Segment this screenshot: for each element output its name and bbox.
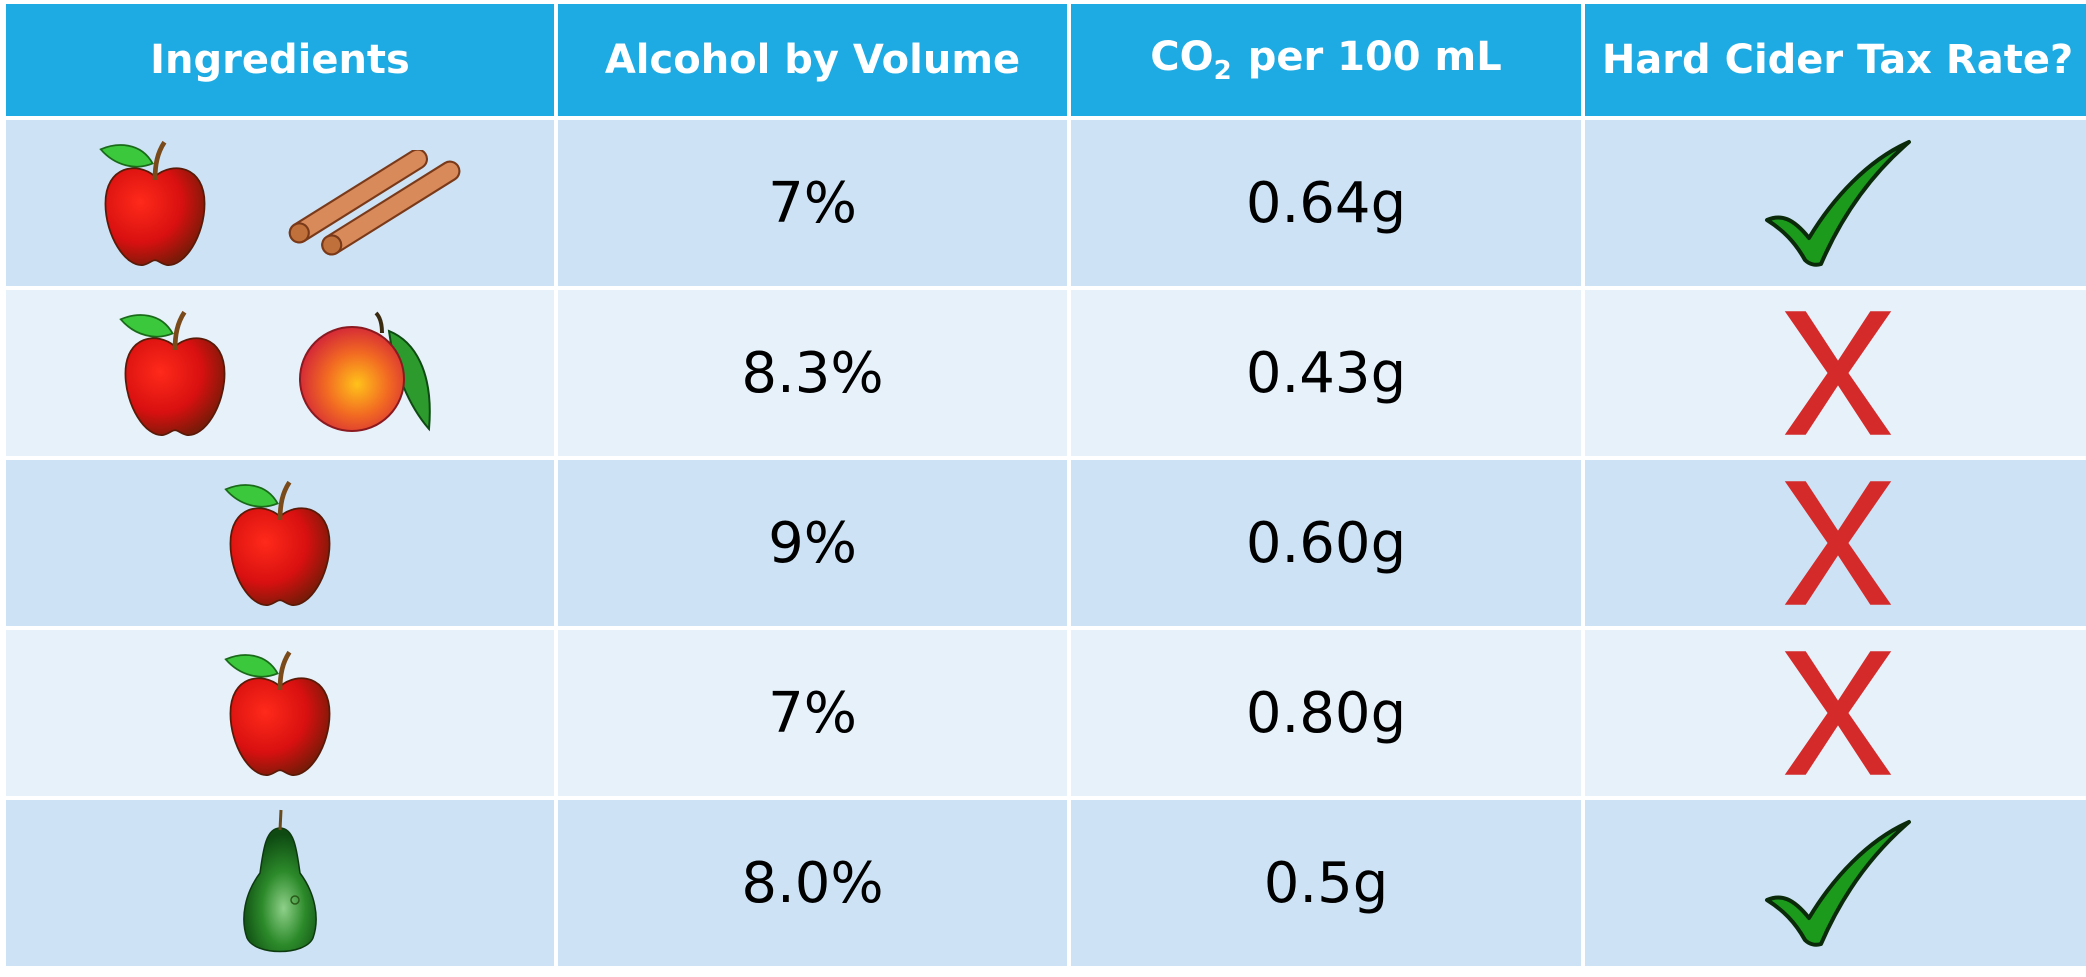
header-row: Ingredients Alcohol by Volume CO2 per 100… xyxy=(6,4,2086,116)
check-icon xyxy=(1763,818,1913,948)
header-cell: Alcohol by Volume xyxy=(558,4,1067,116)
co2-cell: 0.80g xyxy=(1071,630,1581,796)
tax-cell xyxy=(1585,630,2086,796)
ingredients-cell xyxy=(6,290,554,456)
row: 7% 0.64g xyxy=(6,120,2086,286)
tax-cell xyxy=(1585,290,2086,456)
abv-cell: 8.3% xyxy=(558,290,1067,456)
row: 7% 0.80g xyxy=(6,630,2086,796)
header-text: CO xyxy=(1150,34,1213,80)
row: 9% 0.60g xyxy=(6,460,2086,626)
co2-cell: 0.64g xyxy=(1071,120,1581,286)
apple-icon xyxy=(221,475,339,611)
ingredients-cell xyxy=(6,120,554,286)
apple-icon xyxy=(96,135,214,271)
ingredients-cell xyxy=(6,800,554,966)
co2-cell: 0.43g xyxy=(1071,290,1581,456)
tax-cell xyxy=(1585,800,2086,966)
abv-cell: 8.0% xyxy=(558,800,1067,966)
header-cell: Ingredients xyxy=(6,4,554,116)
header-cell: CO2 per 100 mL xyxy=(1071,4,1581,116)
ingredients-cell xyxy=(6,460,554,626)
co2-cell: 0.5g xyxy=(1071,800,1581,966)
abv-cell: 7% xyxy=(558,630,1067,796)
abv-cell: 9% xyxy=(558,460,1067,626)
row: 8.0% 0.5g xyxy=(6,800,2086,966)
check-icon xyxy=(1763,138,1913,268)
cross-icon xyxy=(1781,309,1895,437)
cider-table: Ingredients Alcohol by Volume CO2 per 100… xyxy=(2,0,2086,970)
pear-icon xyxy=(235,808,325,958)
cross-icon xyxy=(1781,649,1895,777)
apple-icon xyxy=(221,645,339,781)
apple-icon xyxy=(116,305,234,441)
cross-icon xyxy=(1781,479,1895,607)
co2-cell: 0.60g xyxy=(1071,460,1581,626)
header-subscript: 2 xyxy=(1214,56,1232,86)
cinnamon-icon xyxy=(274,150,464,256)
peach-icon xyxy=(294,311,444,436)
tax-cell xyxy=(1585,460,2086,626)
ingredients-cell xyxy=(6,630,554,796)
page: Ingredients Alcohol by Volume CO2 per 100… xyxy=(0,0,2086,977)
abv-cell: 7% xyxy=(558,120,1067,286)
header-cell: Hard Cider Tax Rate? xyxy=(1585,4,2086,116)
header-text: per 100 mL xyxy=(1248,34,1502,80)
tax-cell xyxy=(1585,120,2086,286)
row: 8.3% 0.43g xyxy=(6,290,2086,456)
